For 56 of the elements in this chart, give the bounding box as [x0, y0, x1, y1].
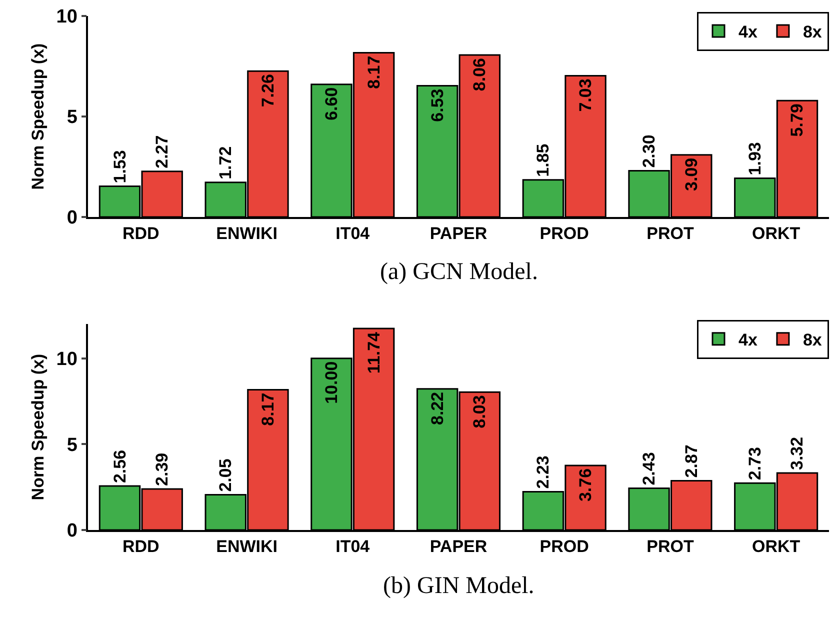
data-label: 7.03: [576, 78, 596, 112]
x-tick-label: ORKT: [752, 537, 801, 556]
y-tick-label: 5: [66, 434, 78, 456]
x-tick-label: PROD: [540, 537, 589, 556]
data-label: 2.56: [110, 450, 130, 484]
data-label: 10.00: [322, 361, 341, 404]
data-label: 8.17: [258, 392, 278, 426]
x-tick-label: ORKT: [752, 224, 801, 244]
data-label: 7.26: [258, 74, 278, 108]
text: (b) GIN Model.: [383, 573, 534, 599]
data-label: 3.76: [576, 468, 596, 502]
data-label: 3.09: [682, 158, 701, 191]
y-tick-label: 10: [56, 348, 78, 370]
legend-label: 8x: [802, 330, 822, 350]
data-label: 1.85: [534, 144, 553, 177]
data-label: 1.93: [745, 142, 764, 176]
data-label: 2.23: [534, 456, 553, 489]
data-label: 2.27: [152, 135, 172, 168]
data-label: 11.74: [364, 331, 384, 374]
data-label: 1.53: [110, 150, 130, 184]
y-axis-title: Norm Speedup (x): [28, 354, 48, 500]
x-tick-label: PROT: [646, 224, 694, 244]
x-tick-label: RDD: [122, 537, 160, 556]
data-label: 2.87: [682, 444, 701, 478]
legend-label: 4x: [738, 22, 758, 42]
data-label: 8.17: [364, 56, 384, 89]
data-label: 2.05: [216, 458, 236, 492]
y-tick-label: 0: [66, 520, 78, 542]
data-label: 8.03: [470, 395, 490, 428]
legend-label: 8x: [802, 22, 822, 42]
x-tick-label: ENWIKI: [216, 537, 278, 556]
x-tick-label: PROD: [540, 224, 589, 244]
legend-label: 4x: [738, 330, 758, 350]
x-tick-label: IT04: [336, 224, 370, 244]
x-tick-label: PAPER: [430, 224, 488, 244]
text: (a) GCN Model.: [380, 259, 538, 285]
data-label: 2.43: [640, 452, 659, 486]
y-tick-label: 0: [66, 208, 78, 229]
y-axis-title: Norm Speedup (x): [28, 43, 48, 190]
data-label: 8.22: [428, 392, 447, 425]
x-tick-label: ENWIKI: [216, 224, 278, 244]
data-label: 6.60: [322, 87, 341, 120]
data-label: 2.30: [640, 134, 659, 168]
data-label: 3.32: [788, 436, 807, 470]
data-label: 8.06: [470, 58, 490, 92]
x-tick-label: PAPER: [430, 537, 488, 556]
y-tick-label: 5: [66, 107, 78, 128]
y-tick-label: 10: [56, 6, 78, 28]
data-label: 5.79: [788, 104, 807, 137]
data-label: 2.39: [152, 452, 172, 486]
x-tick-label: RDD: [122, 224, 160, 244]
data-label: 2.73: [745, 447, 764, 480]
x-tick-label: PROT: [646, 537, 694, 556]
data-label: 6.53: [428, 88, 447, 122]
data-label: 1.72: [216, 146, 236, 180]
x-tick-label: IT04: [336, 537, 370, 556]
